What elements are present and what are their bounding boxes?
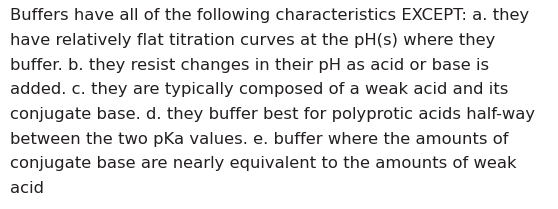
Text: added. c. they are typically composed of a weak acid and its: added. c. they are typically composed of… [10,82,508,97]
Text: conjugate base. d. they buffer best for polyprotic acids half-way: conjugate base. d. they buffer best for … [10,107,535,122]
Text: acid: acid [10,181,44,196]
Text: conjugate base are nearly equivalent to the amounts of weak: conjugate base are nearly equivalent to … [10,156,517,171]
Text: Buffers have all of the following characteristics EXCEPT: a. they: Buffers have all of the following charac… [10,8,530,23]
Text: have relatively flat titration curves at the pH(s) where they: have relatively flat titration curves at… [10,33,496,48]
Text: between the two pKa values. e. buffer where the amounts of: between the two pKa values. e. buffer wh… [10,132,508,147]
Text: buffer. b. they resist changes in their pH as acid or base is: buffer. b. they resist changes in their … [10,58,489,73]
